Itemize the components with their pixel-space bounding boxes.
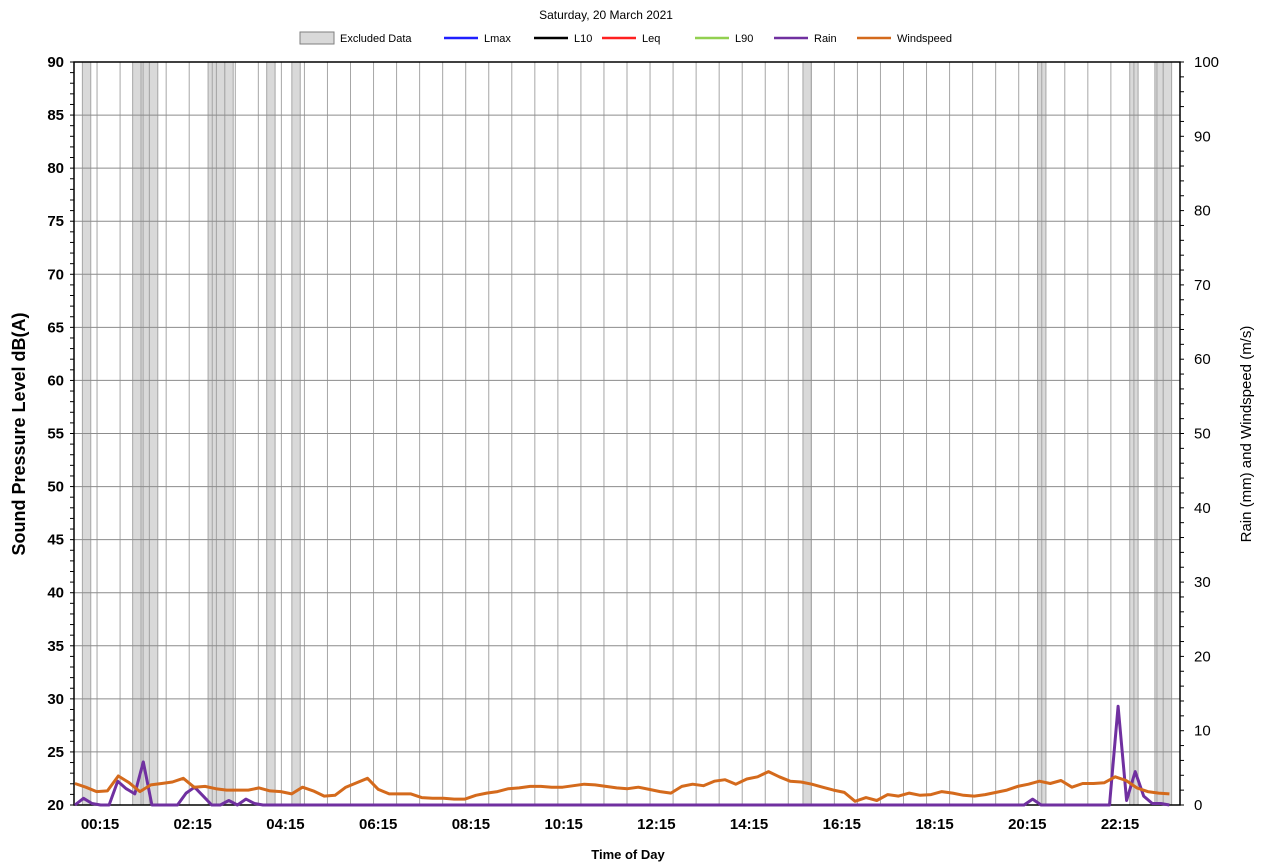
y-axis-title: Sound Pressure Level dB(A) — [9, 312, 29, 555]
x-tick-label: 00:15 — [81, 816, 119, 833]
x-tick-label: 10:15 — [544, 816, 582, 833]
y-tick-label: 90 — [47, 54, 64, 71]
y-tick-label: 50 — [47, 479, 64, 496]
y-tick-label: 40 — [47, 585, 64, 602]
x-tick-label: 16:15 — [823, 816, 861, 833]
legend: Excluded Data Lmax L10 Leq L90 Rain Windspeed — [299, 31, 952, 45]
legend-label: Windspeed — [897, 33, 952, 45]
legend-swatch-excluded-data — [299, 31, 335, 45]
series-line-windspeed — [74, 770, 1170, 803]
y2-tick-label: 10 — [1194, 723, 1211, 740]
y2-tick-label: 100 — [1194, 54, 1219, 71]
y-tick-label: 30 — [47, 691, 64, 708]
y-tick-label: 70 — [47, 266, 64, 283]
x-tick-label: 22:15 — [1101, 816, 1139, 833]
y-tick-label: 45 — [47, 532, 64, 549]
legend-label: L90 — [735, 33, 753, 45]
x-tick-labels: 00:15 02:15 04:15 06:15 08:15 10:15 12:15 14:15… — [81, 816, 1139, 833]
y-tick-label: 65 — [47, 319, 64, 336]
y2-tick-label: 50 — [1194, 426, 1211, 443]
x-tick-label: 02:15 — [174, 816, 212, 833]
y2-tick-label: 60 — [1194, 351, 1211, 368]
y2-tick-labels: 0 10 20 30 40 50 60 70 80 90 100 — [1194, 54, 1219, 814]
y2-tick-label: 30 — [1194, 574, 1211, 591]
x-tick-label: 12:15 — [637, 816, 675, 833]
gridlines — [74, 62, 1180, 805]
y2-tick-label: 90 — [1194, 128, 1211, 145]
y2-tick-label: 80 — [1194, 203, 1211, 220]
legend-label: Lmax — [484, 33, 511, 45]
y2-axis-title: Rain (mm) and Windspeed (m/s) — [1238, 326, 1255, 543]
y-tick-label: 60 — [47, 372, 64, 389]
legend-label: Excluded Data — [340, 33, 412, 45]
y-tick-label: 20 — [47, 797, 64, 814]
y-tick-labels: 20 25 30 35 40 45 50 55 60 65 70 75 80 85 90 — [47, 54, 64, 814]
y2-tick-label: 70 — [1194, 277, 1211, 294]
series-line-rain — [73, 704, 1170, 807]
x-tick-label: 18:15 — [915, 816, 953, 833]
x-tick-label: 04:15 — [266, 816, 304, 833]
x-tick-label: 20:15 — [1008, 816, 1046, 833]
legend-label: L10 — [574, 33, 592, 45]
y-tick-label: 35 — [47, 638, 64, 655]
series-lines — [73, 704, 1170, 807]
y-tick-label: 80 — [47, 160, 64, 177]
y2-tick-label: 40 — [1194, 500, 1211, 517]
legend-label: Leq — [642, 33, 660, 45]
x-tick-label: 08:15 — [452, 816, 490, 833]
y-tick-label: 85 — [47, 107, 64, 124]
y-tick-label: 25 — [47, 744, 64, 761]
y-tick-label: 55 — [47, 426, 64, 443]
x-tick-label: 14:15 — [730, 816, 768, 833]
y-tick-label: 75 — [47, 213, 64, 230]
y2-tick-label: 20 — [1194, 648, 1211, 665]
chart-title: Saturday, 20 March 2021 — [539, 8, 673, 22]
legend-label: Rain — [814, 33, 837, 45]
x-tick-label: 06:15 — [359, 816, 397, 833]
y2-tick-label: 0 — [1194, 797, 1202, 814]
x-axis-title: Time of Day — [591, 847, 665, 862]
